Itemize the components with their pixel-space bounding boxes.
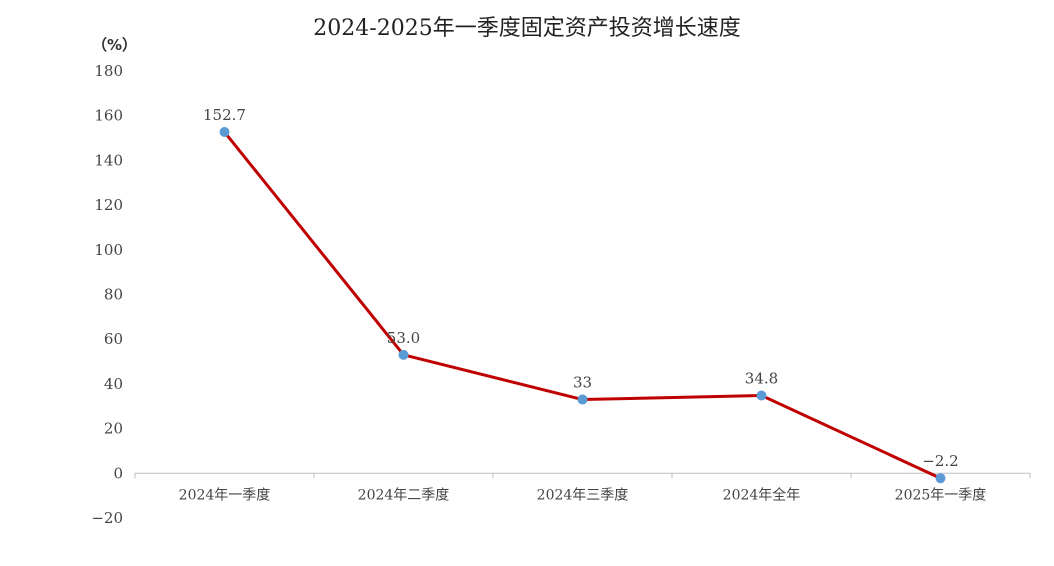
- y-tick-label: 20: [104, 420, 123, 438]
- x-category-label: 2024年全年: [723, 486, 801, 503]
- y-tick-label: 40: [104, 375, 123, 393]
- x-category-label: 2025年一季度: [895, 487, 987, 503]
- x-category-label: 2024年三季度: [537, 487, 629, 503]
- y-tick-label: 80: [104, 286, 123, 304]
- y-tick-label: 180: [94, 62, 123, 80]
- data-label: 33: [573, 374, 592, 392]
- y-tick-label: 0: [113, 464, 123, 482]
- y-tick-label: 140: [94, 151, 123, 169]
- y-tick-label: 120: [94, 196, 123, 214]
- y-tick-label: −20: [91, 509, 123, 527]
- y-tick-label: 160: [94, 107, 123, 125]
- y-tick-label: 100: [94, 241, 123, 259]
- data-label: 34.8: [745, 370, 778, 388]
- data-point: [219, 127, 230, 138]
- data-point: [577, 394, 588, 405]
- data-point: [398, 349, 409, 360]
- chart-title: 2024-2025年一季度固定资产投资增长速度: [313, 16, 741, 41]
- data-label: 152.7: [203, 106, 246, 124]
- y-tick-label: 60: [104, 330, 123, 348]
- data-point: [935, 473, 946, 484]
- data-point: [756, 390, 767, 401]
- y-axis-unit-label: （%）: [92, 36, 138, 54]
- data-label: −2.2: [922, 452, 958, 470]
- x-category-label: 2024年一季度: [179, 487, 271, 503]
- x-category-label: 2024年二季度: [358, 487, 450, 503]
- series-line: [223, 131, 942, 480]
- data-label: 53.0: [387, 329, 420, 347]
